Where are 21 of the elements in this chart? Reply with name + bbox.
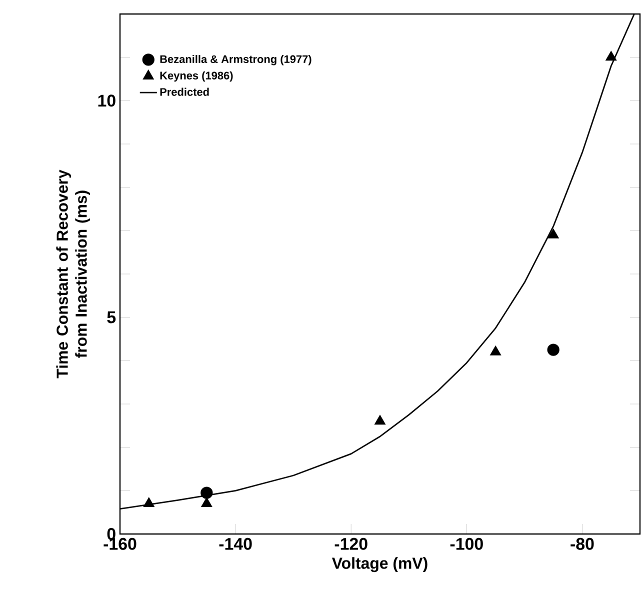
y-axis-title: Time Constant of Recovery from Inactivation (ms) [56, 170, 90, 378]
y-tick-label: 10 [98, 94, 116, 107]
legend-label: Keynes (1986) [160, 71, 233, 82]
x-tick-label: -100 [450, 538, 483, 550]
x-tick-label: -120 [334, 538, 368, 550]
x-tick-label: -80 [570, 538, 594, 550]
y-tick-label: 0 [107, 528, 116, 540]
point [490, 346, 501, 356]
point [144, 498, 154, 508]
point [547, 344, 560, 356]
point [201, 498, 212, 508]
point [200, 486, 213, 499]
point [606, 51, 616, 61]
y-tick-label: 5 [107, 311, 116, 324]
point [548, 228, 559, 238]
legend-label: Predicted [160, 88, 209, 96]
x-axis-title: Voltage (mV) [332, 557, 428, 572]
x-tick-label: -140 [219, 538, 252, 550]
x-tick-label: -160 [104, 538, 136, 550]
legend-label: Bezanilla & Armstrong (1977) [160, 54, 312, 66]
point [374, 415, 386, 425]
